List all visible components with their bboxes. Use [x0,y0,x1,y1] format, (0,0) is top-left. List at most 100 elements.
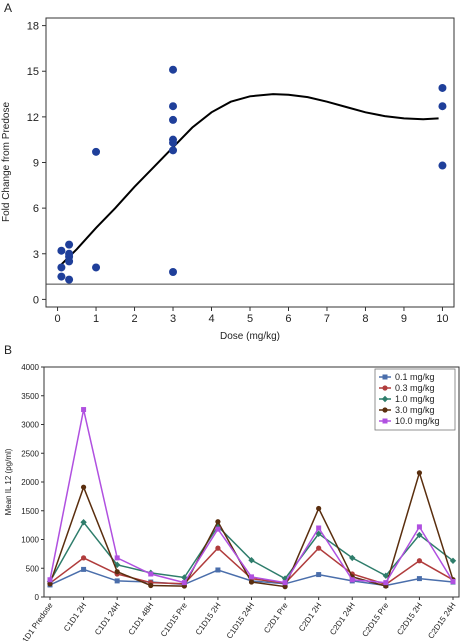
panel-b-x-tick-label: C1D15 24H [225,601,256,641]
panel-b-data-marker [114,569,120,575]
panel-b-data-marker [316,525,322,531]
panel-b-data-marker [349,554,356,562]
panel-b-data-marker [215,526,221,532]
panel-b-data-marker [382,418,388,424]
panel-b-letter: B [4,343,12,357]
panel-b-data-marker [47,581,53,587]
panel-b-x-tick-label: C2D1 Pre [262,601,290,635]
panel-b-data-marker [249,574,254,580]
panel-b-data-marker [383,580,389,586]
panel-b-data-marker [215,545,221,551]
panel-b-x-tick-label: C2D15 Pre [360,601,390,639]
panel-a-y-tick-label: 0 [33,294,39,306]
panel-b-legend-label: 3.0 mg/kg [395,405,435,415]
panel-a-data-point [57,272,66,281]
panel-b-data-marker [382,572,390,579]
panel-b-data-marker [181,574,188,581]
panel-a-x-tick-label: 6 [285,313,291,325]
panel-b-data-marker [416,470,423,476]
panel-a-data-point [169,115,178,124]
panel-b-y-axis-title: Mean IL 12 (pg/ml) [4,448,13,515]
panel-b-x-tick-label: C2D15 2H [395,601,424,637]
panel-b-data-marker [215,567,221,573]
panel-b-data-marker [316,572,322,578]
panel-a-data-point [438,83,447,92]
panel-a-x-tick-label: 0 [54,313,60,325]
panel-a-y-tick-label: 9 [33,158,39,170]
panel-a-plot-frame [45,17,455,308]
panel-b-x-tick-label: C1D1 2H [62,601,88,633]
panel-b-data-marker [47,577,53,583]
panel-b-data-marker [148,582,154,589]
panel-b-y-tick-label: 2500 [21,449,39,458]
panel-a-plot-content [46,65,454,285]
panel-b-data-marker [114,578,120,584]
panel-b-legend: 0.1 mg/kg0.3 mg/kg1.0 mg/kg3.0 mg/kg10.0… [374,368,456,431]
panel-b-legend-label: 0.1 mg/kg [395,372,435,382]
panel-b-data-marker [148,571,154,577]
panel-b-y-tick-label: 4000 [21,363,39,372]
panel-b-y-tick-label: 1500 [21,507,39,516]
panel-b-y-tick-label: 500 [26,564,40,573]
panel-a-data-point [65,257,74,266]
panel-a-data-point [169,102,178,111]
panel-b-data-marker [114,555,120,561]
panel-a-x-axis-title: Dose (mg/kg) [220,331,280,342]
panel-b-data-marker [382,385,388,391]
panel-b-x-tick-label: C1D1 48H [127,601,156,637]
panel-a-x-tick-label: 4 [208,313,214,325]
panel-b-plot-content [46,407,457,590]
panel-a-data-point [65,240,74,249]
panel-a-x-tick-label: 8 [362,313,368,325]
panel-a-y-tick-label: 12 [27,112,39,124]
panel-b-legend-label: 1.0 mg/kg [395,394,435,404]
panel-b-data-marker [282,584,288,590]
panel-a-data-point [438,102,447,111]
panel-a-data-point [169,65,178,74]
panel-b-x-tick-label: C1D1 Predose [17,601,55,641]
panel-a-x-tick-label: 2 [131,313,137,325]
panel-b-data-marker [181,580,187,586]
panel-b-data-marker [215,519,221,525]
panel-b-x-axis: C1D1 Predose C1D1 2H C1D1 24H C1D1 48H C1D15… [17,597,458,641]
panel-a-x-axis: 0 1 2 3 4 5 6 7 8 9 10 [54,307,449,325]
panel-b-data-marker [282,580,288,586]
panel-b-data-marker [449,557,457,564]
panel-b-data-marker [81,566,87,572]
panel-a-data-point [169,138,178,147]
panel-b-data-marker [80,519,87,526]
panel-a-x-tick-label: 3 [170,313,176,325]
panel-a-y-tick-label: 3 [33,249,39,261]
panel-a-x-tick-label: 10 [436,313,448,325]
panel-b-data-marker [315,530,322,537]
panel-a-data-point [169,146,178,155]
panel-b-data-marker [248,557,255,564]
panel-b-data-marker [450,578,456,584]
panel-a-y-tick-label: 18 [27,21,39,33]
panel-b-line-chart: 0 500 1000 1500 2000 2500 3000 3500 4000 C1D1 Pr… [4,363,460,641]
panel-b-data-marker [416,531,423,539]
panel-b-series [47,470,456,590]
panel-b-data-marker [382,374,388,380]
panel-b-y-tick-label: 3500 [21,392,39,401]
panel-a-data-point [57,246,66,255]
panel-a-data-point [169,268,178,277]
panel-b-data-marker [381,395,389,403]
panel-b-legend-label: 10.0 mg/kg [395,416,440,426]
panel-b-x-tick-label: C1D15 2H [194,601,223,637]
panel-a-fit-curve [60,93,439,266]
panel-a-y-tick-label: 6 [33,203,39,215]
panel-b-y-tick-label: 1000 [21,536,39,545]
panel-b-legend-label: 0.3 mg/kg [395,383,435,393]
panel-b-x-tick-label: C2D1 24H [328,601,357,637]
panel-b-data-marker [80,484,87,490]
panel-b-x-tick-label: C2D1 2H [297,601,323,633]
panel-b-data-marker [248,579,255,585]
panel-a-data-point [65,275,74,284]
panel-a-x-tick-label: 9 [401,313,407,325]
panel-a-x-tick-label: 5 [247,313,253,325]
panel-b-data-marker [416,576,422,582]
panel-a-x-tick-label: 1 [93,313,99,325]
panel-b-data-marker [113,561,121,568]
